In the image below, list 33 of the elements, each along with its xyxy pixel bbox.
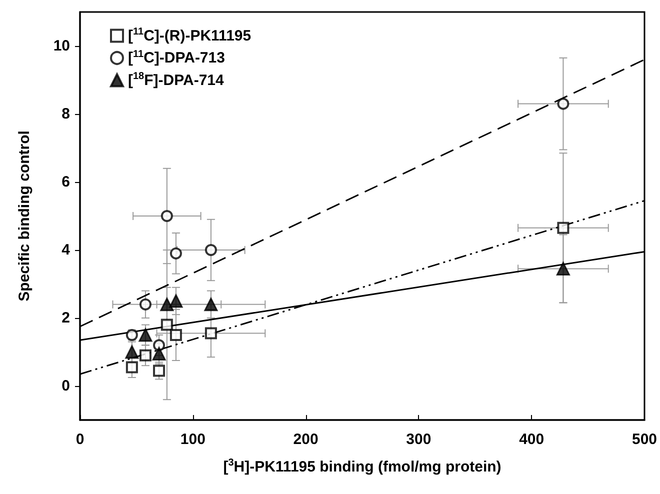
y-tick-label: 8 xyxy=(62,106,70,122)
x-tick-label: 200 xyxy=(293,431,318,448)
x-tick-label: 400 xyxy=(519,431,544,448)
point xyxy=(139,298,152,310)
y-tick-label: 2 xyxy=(62,310,70,326)
point xyxy=(170,329,182,341)
point xyxy=(138,328,152,342)
point xyxy=(160,210,173,222)
x-tick-label: 300 xyxy=(406,431,432,448)
point xyxy=(170,247,182,260)
point xyxy=(125,345,139,359)
point xyxy=(204,244,217,256)
point xyxy=(152,346,166,360)
point xyxy=(126,361,138,374)
y-tick-label: 4 xyxy=(62,242,71,258)
x-tick-label: 500 xyxy=(632,431,657,448)
point xyxy=(169,294,183,308)
point xyxy=(153,364,166,377)
point xyxy=(557,222,570,234)
x-tick-label: 100 xyxy=(180,431,206,448)
y-axis-title: Specific binding control xyxy=(16,130,33,302)
point xyxy=(160,318,173,331)
point xyxy=(556,262,570,276)
point xyxy=(139,349,152,362)
point xyxy=(204,298,218,312)
x-tick-label: 0 xyxy=(76,431,84,448)
point xyxy=(160,298,174,312)
point xyxy=(204,327,217,340)
y-tick-label: 6 xyxy=(62,174,70,190)
y-tick-label: 0 xyxy=(62,378,70,394)
point xyxy=(557,98,570,110)
y-tick-label: 10 xyxy=(53,38,70,54)
point xyxy=(153,339,166,352)
